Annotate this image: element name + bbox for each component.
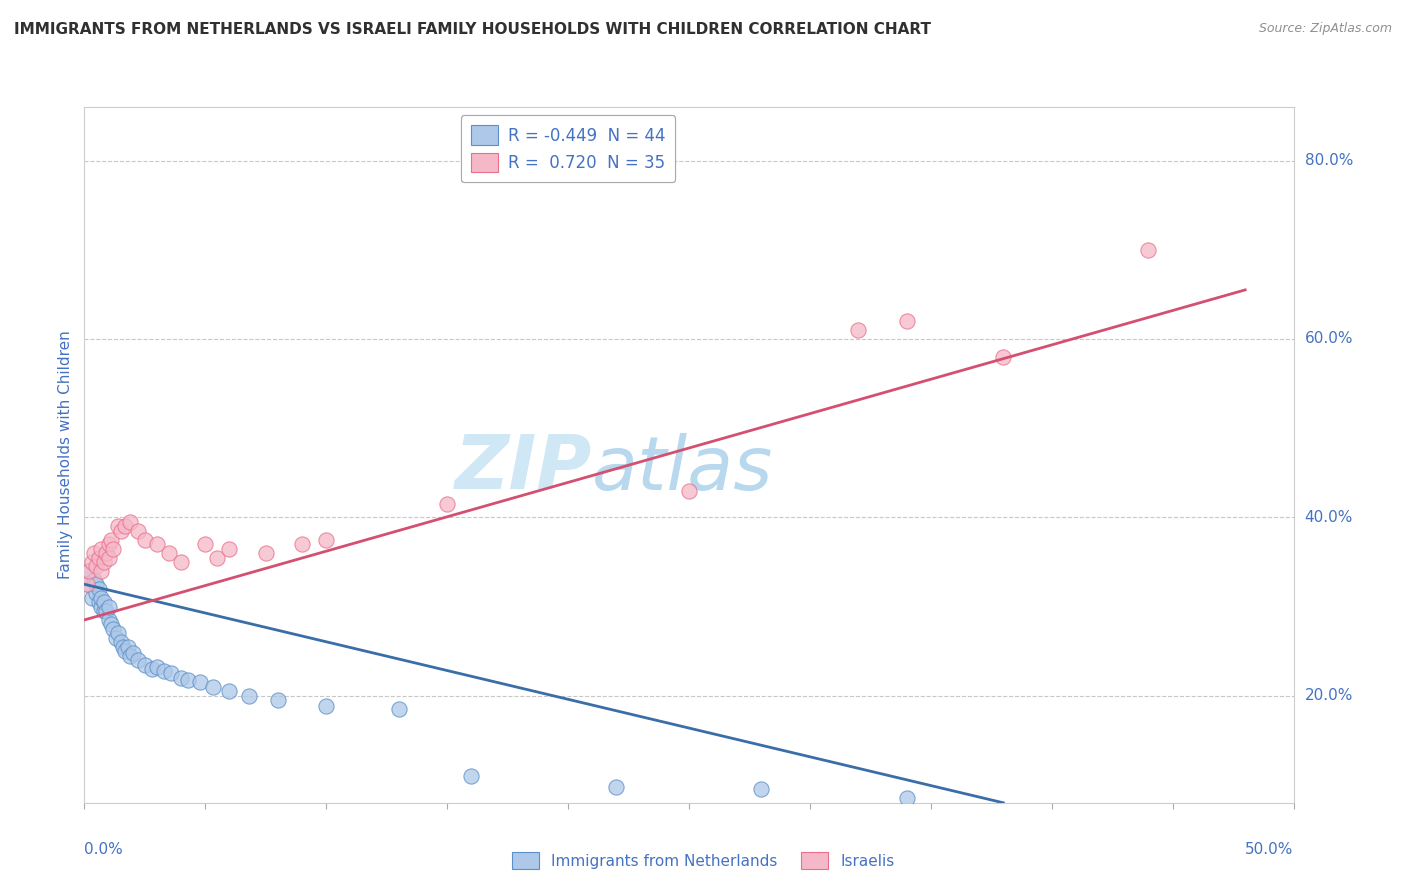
- Point: [90, 541, 112, 556]
- Point: [315, 699, 337, 714]
- Point: [117, 640, 139, 654]
- Point: [114, 519, 136, 533]
- Point: [94, 604, 117, 618]
- Point: [134, 657, 156, 672]
- Point: [201, 680, 224, 694]
- Point: [127, 524, 149, 538]
- Text: 80.0%: 80.0%: [1305, 153, 1353, 168]
- Point: [153, 664, 176, 678]
- Point: [90, 564, 112, 578]
- Point: [97, 537, 120, 551]
- Point: [90, 599, 112, 614]
- Text: IMMIGRANTS FROM NETHERLANDS VS ISRAELI FAMILY HOUSEHOLDS WITH CHILDREN CORRELATI: IMMIGRANTS FROM NETHERLANDS VS ISRAELI F…: [14, 22, 931, 37]
- Point: [436, 497, 458, 511]
- Point: [76, 577, 98, 591]
- Point: [267, 693, 290, 707]
- Point: [170, 555, 193, 569]
- Text: Source: ZipAtlas.com: Source: ZipAtlas.com: [1258, 22, 1392, 36]
- Text: 50.0%: 50.0%: [1246, 842, 1294, 856]
- Point: [291, 537, 314, 551]
- Point: [90, 591, 112, 605]
- Point: [93, 604, 115, 618]
- Point: [993, 350, 1015, 364]
- Point: [80, 591, 103, 605]
- Point: [127, 653, 149, 667]
- Point: [77, 564, 100, 578]
- Point: [77, 564, 100, 578]
- Point: [107, 626, 129, 640]
- Point: [94, 546, 117, 560]
- Point: [194, 537, 217, 551]
- Point: [121, 646, 143, 660]
- Point: [315, 533, 337, 547]
- Point: [100, 533, 122, 547]
- Point: [87, 595, 110, 609]
- Legend: R = -0.449  N = 44, R =  0.720  N = 35: R = -0.449 N = 44, R = 0.720 N = 35: [461, 115, 675, 182]
- Point: [100, 617, 122, 632]
- Point: [86, 586, 108, 600]
- Point: [160, 666, 183, 681]
- Point: [97, 613, 120, 627]
- Point: [170, 671, 193, 685]
- Point: [110, 524, 132, 538]
- Point: [238, 689, 260, 703]
- Point: [157, 546, 180, 560]
- Point: [605, 780, 627, 794]
- Y-axis label: Family Households with Children: Family Households with Children: [58, 331, 73, 579]
- Point: [896, 314, 918, 328]
- Point: [218, 541, 240, 556]
- Legend: Immigrants from Netherlands, Israelis: Immigrants from Netherlands, Israelis: [505, 846, 901, 875]
- Point: [134, 533, 156, 547]
- Point: [896, 791, 918, 805]
- Point: [76, 577, 98, 591]
- Point: [190, 675, 212, 690]
- Point: [1137, 243, 1160, 257]
- Text: 60.0%: 60.0%: [1305, 332, 1353, 346]
- Point: [751, 782, 773, 797]
- Point: [83, 573, 105, 587]
- Point: [114, 644, 136, 658]
- Point: [146, 537, 169, 551]
- Text: atlas: atlas: [592, 433, 773, 505]
- Text: 0.0%: 0.0%: [84, 842, 124, 856]
- Point: [846, 323, 869, 337]
- Point: [80, 555, 103, 569]
- Point: [103, 622, 125, 636]
- Text: ZIP: ZIP: [456, 433, 592, 506]
- Point: [86, 559, 108, 574]
- Point: [112, 640, 135, 654]
- Point: [254, 546, 277, 560]
- Point: [107, 519, 129, 533]
- Point: [104, 631, 127, 645]
- Point: [86, 577, 108, 591]
- Point: [93, 555, 115, 569]
- Point: [120, 515, 142, 529]
- Point: [678, 483, 700, 498]
- Point: [103, 541, 125, 556]
- Point: [97, 599, 120, 614]
- Point: [388, 702, 411, 716]
- Point: [460, 769, 482, 783]
- Point: [87, 550, 110, 565]
- Point: [97, 550, 120, 565]
- Point: [141, 662, 163, 676]
- Point: [87, 582, 110, 596]
- Point: [83, 546, 105, 560]
- Point: [120, 648, 142, 663]
- Point: [218, 684, 240, 698]
- Point: [207, 550, 229, 565]
- Point: [146, 660, 169, 674]
- Point: [93, 595, 115, 609]
- Text: 40.0%: 40.0%: [1305, 510, 1353, 524]
- Point: [177, 673, 200, 687]
- Text: 20.0%: 20.0%: [1305, 689, 1353, 703]
- Point: [110, 635, 132, 649]
